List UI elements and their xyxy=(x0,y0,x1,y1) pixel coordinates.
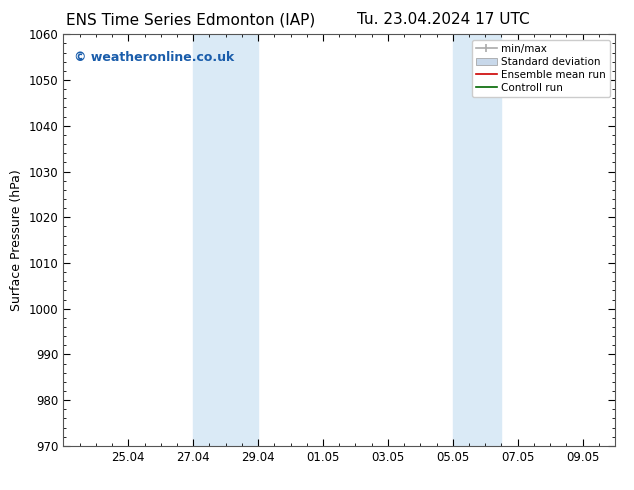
Y-axis label: Surface Pressure (hPa): Surface Pressure (hPa) xyxy=(10,169,23,311)
Bar xyxy=(193,34,258,446)
Text: © weatheronline.co.uk: © weatheronline.co.uk xyxy=(74,51,235,64)
Bar xyxy=(453,34,501,446)
Text: ENS Time Series Edmonton (IAP): ENS Time Series Edmonton (IAP) xyxy=(65,12,315,27)
Legend: min/max, Standard deviation, Ensemble mean run, Controll run: min/max, Standard deviation, Ensemble me… xyxy=(472,40,610,97)
Text: Tu. 23.04.2024 17 UTC: Tu. 23.04.2024 17 UTC xyxy=(358,12,530,27)
